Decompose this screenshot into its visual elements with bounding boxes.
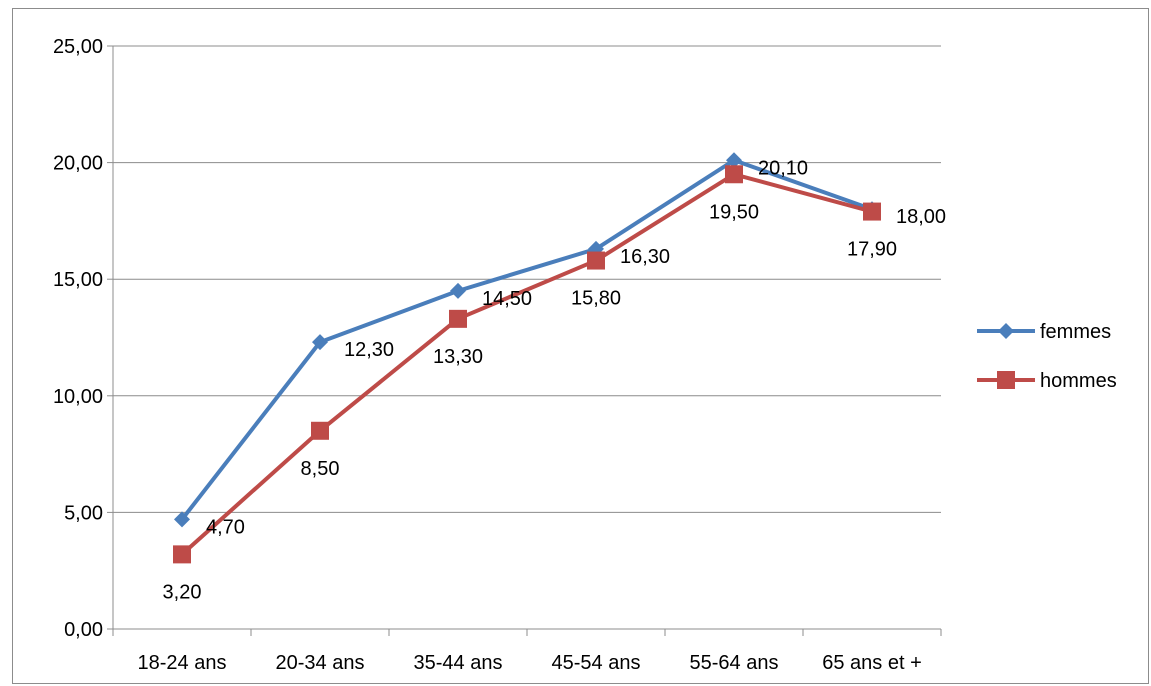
data-label-femmes: 12,30 [344, 339, 394, 361]
series-line-hommes [180, 172, 873, 556]
data-point-hommes [449, 309, 467, 328]
legend-marker-femmes [998, 323, 1014, 339]
x-tick-label: 45-54 ans [552, 652, 641, 674]
data-point-femmes [174, 511, 190, 528]
data-label-hommes: 17,90 [847, 239, 897, 261]
axes [107, 45, 942, 636]
x-tick-label: 35-44 ans [414, 652, 503, 674]
legend-swatch-femmes [977, 323, 1035, 339]
data-label-femmes: 4,70 [206, 516, 245, 538]
x-tick-label: 65 ans et + [822, 652, 922, 674]
y-tick-label: 25,00 [53, 36, 103, 58]
y-tick-label: 20,00 [53, 153, 103, 175]
data-point-hommes [311, 421, 329, 440]
legend-marker-hommes [997, 371, 1015, 389]
data-point-hommes [587, 251, 605, 270]
y-tick-label: 15,00 [53, 269, 103, 291]
series-line-femmes [180, 158, 873, 521]
data-point-hommes [863, 202, 881, 221]
data-labels-femmes: 4,70 12,30 14,50 16,30 20,10 18,00 [206, 157, 946, 538]
y-tick-label: 5,00 [64, 502, 103, 524]
x-axis-tick-labels: 18-24 ans 20-34 ans 35-44 ans 45-54 ans … [138, 652, 922, 674]
gridlines [113, 45, 941, 513]
data-point-femmes [726, 152, 742, 169]
y-tick-label: 0,00 [64, 619, 103, 641]
data-label-femmes: 16,30 [620, 246, 670, 268]
y-axis-tick-labels: 0,00 5,00 10,00 15,00 20,00 25,00 [53, 36, 103, 641]
data-point-hommes [173, 545, 191, 564]
x-tick-label: 55-64 ans [690, 652, 779, 674]
data-point-femmes [450, 282, 466, 299]
x-tick-label: 20-34 ans [276, 652, 365, 674]
data-labels-hommes: 3,20 8,50 13,30 15,80 19,50 17,90 [163, 201, 898, 603]
series-markers [173, 152, 881, 564]
y-tick-label: 10,00 [53, 386, 103, 408]
legend-label-femmes: femmes [1040, 321, 1111, 343]
data-label-hommes: 3,20 [163, 581, 202, 603]
series-lines [180, 158, 873, 556]
data-label-hommes: 13,30 [433, 346, 483, 368]
legend-swatch-hommes [977, 371, 1035, 389]
x-tick-label: 18-24 ans [138, 652, 227, 674]
data-point-femmes [312, 334, 328, 351]
legend: femmes hommes [977, 321, 1117, 392]
chart-frame [12, 8, 1149, 684]
data-label-femmes: 18,00 [896, 206, 946, 228]
data-label-hommes: 8,50 [301, 458, 340, 480]
data-label-hommes: 19,50 [709, 201, 759, 223]
data-label-femmes: 14,50 [482, 288, 532, 310]
data-point-hommes [725, 165, 743, 184]
legend-label-hommes: hommes [1040, 370, 1117, 392]
data-label-hommes: 15,80 [571, 288, 621, 310]
data-label-femmes: 20,10 [758, 157, 808, 179]
